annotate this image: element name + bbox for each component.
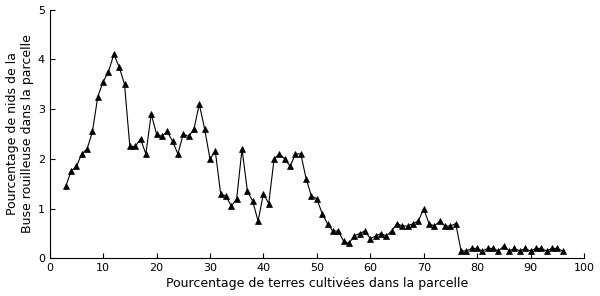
- Y-axis label: Pourcentage de nids de la
Buse rouilleuse dans la parcelle: Pourcentage de nids de la Buse rouilleus…: [5, 35, 34, 234]
- X-axis label: Pourcentage de terres cultivées dans la parcelle: Pourcentage de terres cultivées dans la …: [166, 277, 468, 290]
